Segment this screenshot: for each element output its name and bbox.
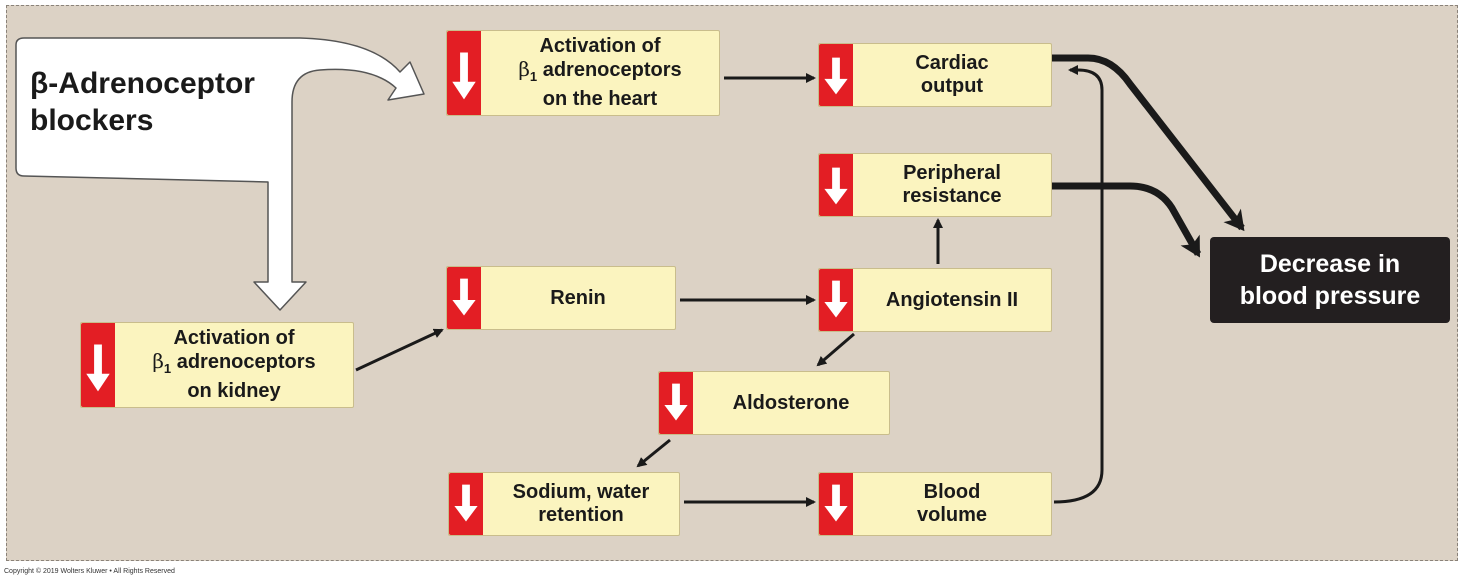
box-angiotensin: Angiotensin II [818, 268, 1052, 332]
blocker-line-2: blockers [30, 104, 154, 137]
box-heart-line-3: on the heart [542, 88, 658, 110]
box-heart-line-2: β1 adrenoceptors [518, 57, 682, 85]
arrow-peripheral-to-result [1052, 182, 1202, 258]
down-arrow-icon [447, 267, 481, 329]
down-arrow-icon [447, 31, 481, 115]
box-cardiac-output: Cardiac output [818, 43, 1052, 107]
arrow-aldosterone-to-sodium [636, 438, 671, 468]
box-kidney-line-3: on kidney [187, 380, 281, 402]
down-arrow-icon [819, 269, 853, 331]
box-kidney-line-1: Activation of [173, 327, 295, 349]
box-sodium-line-2: retention [538, 504, 624, 526]
down-arrow-icon [819, 154, 853, 216]
arrow-cardiac-to-result [1052, 54, 1245, 232]
box-kidney-line-2: β1 adrenoceptors [152, 349, 316, 377]
box-renin-line-1: Renin [550, 286, 606, 309]
blocker-line-1: β-Adrenoceptor [30, 67, 255, 100]
result-line-2: blood pressure [1239, 282, 1421, 310]
box-blood-line-1: Blood [923, 481, 981, 503]
blocker-label: β-Adrenoceptor blockers [30, 65, 255, 139]
box-blood-volume: Blood volume [818, 472, 1052, 536]
box-aldosterone-line-1: Aldosterone [732, 391, 850, 414]
box-cardiac-line-2: output [920, 75, 984, 97]
box-aldosterone: Aldosterone [658, 371, 890, 435]
down-arrow-icon [819, 44, 853, 106]
copyright-text: Copyright © 2019 Wolters Kluwer • All Ri… [4, 568, 175, 575]
box-peripheral-line-2: resistance [902, 185, 1002, 207]
box-heart-activation: Activation of β1 adrenoceptors on the he… [446, 30, 720, 116]
arrow-angiotensin-to-aldosterone [816, 332, 855, 367]
box-renin: Renin [446, 266, 676, 330]
blocker-arrow [15, 37, 425, 311]
box-blood-line-2: volume [916, 504, 988, 526]
box-kidney-activation: Activation of β1 adrenoceptors on kidney [80, 322, 354, 408]
box-sodium-water: Sodium, water retention [448, 472, 680, 536]
down-arrow-icon [819, 473, 853, 535]
result-line-1: Decrease in [1259, 250, 1401, 278]
box-sodium-line-1: Sodium, water [512, 481, 650, 503]
result-box: Decrease in blood pressure [1210, 237, 1450, 323]
down-arrow-icon [81, 323, 115, 407]
box-heart-line-1: Activation of [539, 35, 661, 57]
down-arrow-icon [449, 473, 483, 535]
box-peripheral-line-1: Peripheral [903, 162, 1001, 184]
arrow-kidney-to-renin [355, 328, 444, 372]
box-angiotensin-line-1: Angiotensin II [885, 288, 1019, 311]
box-peripheral-resistance: Peripheral resistance [818, 153, 1052, 217]
down-arrow-icon [659, 372, 693, 434]
box-cardiac-line-1: Cardiac [915, 52, 989, 74]
arrow-blood-to-cardiac [1053, 65, 1104, 504]
